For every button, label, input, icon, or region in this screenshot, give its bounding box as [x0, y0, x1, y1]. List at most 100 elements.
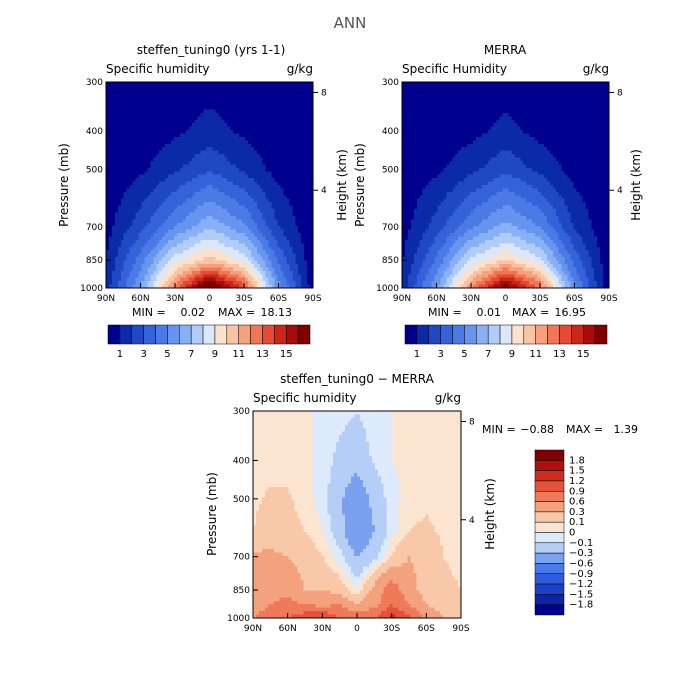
- model-field-cell: [132, 277, 137, 282]
- model-field-cell: [250, 185, 255, 190]
- model-field-cell: [132, 130, 137, 135]
- panel-model-min-label: MIN =: [132, 306, 166, 319]
- model-field-cell: [176, 219, 181, 224]
- obs-field-cell: [594, 92, 598, 97]
- model-field-cell: [150, 215, 154, 220]
- model-field-cell: [108, 215, 113, 220]
- model-field-cell: [307, 181, 311, 186]
- obs-field-cell: [573, 112, 578, 117]
- model-field-cell: [259, 198, 264, 203]
- model-field-cell: [165, 277, 169, 282]
- model-field-cell: [174, 191, 178, 196]
- model-field-cell: [233, 250, 237, 255]
- model-field-cell: [138, 160, 143, 165]
- model-field-cell: [117, 263, 122, 268]
- model-field-cell: [304, 116, 308, 121]
- model-field-cell: [209, 112, 214, 117]
- model-field-cell: [123, 263, 128, 268]
- model-field-cell: [188, 102, 193, 107]
- model-field-cell: [262, 123, 267, 128]
- model-field-cell: [224, 281, 228, 286]
- model-field-cell: [144, 106, 148, 111]
- model-field-cell: [141, 284, 146, 289]
- model-field-cell: [310, 260, 314, 265]
- model-field-cell: [265, 147, 270, 152]
- obs-field-cell: [404, 99, 409, 104]
- model-field-cell: [200, 160, 205, 165]
- model-field-cell: [247, 281, 252, 286]
- model-field-cell: [197, 112, 202, 117]
- model-field-cell: [150, 212, 154, 217]
- model-field-cell: [304, 82, 308, 87]
- model-field-cell: [295, 133, 299, 138]
- obs-field-cell: [579, 109, 583, 114]
- model-field-cell: [126, 219, 131, 224]
- model-field-cell: [236, 164, 240, 169]
- model-field-cell: [156, 157, 160, 162]
- model-field-cell: [239, 263, 243, 268]
- obs-field-cell: [573, 85, 578, 90]
- model-field-cell: [239, 123, 243, 128]
- model-field-cell: [129, 253, 134, 258]
- model-field-cell: [271, 99, 276, 104]
- model-field-cell: [197, 243, 202, 248]
- model-field-cell: [215, 112, 219, 117]
- model-ytick-label: 400: [86, 127, 103, 137]
- model-field-cell: [182, 95, 187, 100]
- obs-field-cell: [514, 102, 518, 107]
- model-field-cell: [179, 88, 184, 93]
- model-field-cell: [209, 198, 214, 203]
- model-field-cell: [230, 147, 234, 152]
- model-field-cell: [292, 92, 296, 97]
- model-field-cell: [165, 246, 169, 251]
- model-field-cell: [206, 246, 211, 251]
- model-field-cell: [165, 157, 169, 162]
- model-field-cell: [256, 243, 261, 248]
- model-field-cell: [120, 236, 125, 241]
- model-field-cell: [111, 136, 116, 141]
- model-field-cell: [153, 284, 157, 289]
- model-field-cell: [271, 140, 276, 145]
- model-field-cell: [108, 106, 113, 111]
- model-field-cell: [259, 250, 264, 255]
- model-field-cell: [106, 95, 110, 100]
- model-field-cell: [289, 133, 293, 138]
- model-field-cell: [165, 236, 169, 241]
- model-field-cell: [227, 95, 231, 100]
- model-field-cell: [227, 92, 231, 97]
- model-field-cell: [171, 274, 175, 279]
- model-field-cell: [259, 257, 264, 262]
- model-field-cell: [268, 126, 273, 131]
- obs-field-cell: [407, 85, 412, 90]
- model-field-cell: [218, 150, 222, 155]
- model-field-cell: [179, 188, 184, 193]
- model-field-cell: [301, 82, 305, 87]
- obs-field-cell: [437, 109, 442, 114]
- obs-field-cell: [407, 116, 412, 121]
- model-field-cell: [129, 281, 134, 286]
- model-field-cell: [129, 167, 134, 172]
- model-field-cell: [301, 133, 305, 138]
- model-field-cell: [126, 181, 131, 186]
- model-field-cell: [239, 267, 243, 272]
- model-field-cell: [301, 274, 305, 279]
- model-field-cell: [135, 88, 140, 93]
- model-field-cell: [153, 212, 157, 217]
- model-field-cell: [141, 253, 146, 258]
- model-field-cell: [191, 281, 196, 286]
- model-field-cell: [200, 95, 205, 100]
- model-field-cell: [233, 140, 237, 145]
- model-field-cell: [289, 267, 293, 272]
- model-field-cell: [162, 185, 166, 190]
- model-field-cell: [168, 92, 172, 97]
- model-field-cell: [262, 226, 267, 231]
- model-field-cell: [292, 157, 296, 162]
- model-field-cell: [147, 215, 151, 220]
- model-field-cell: [176, 233, 181, 238]
- model-field-cell: [274, 267, 279, 272]
- model-field-cell: [227, 171, 231, 176]
- model-field-cell: [129, 229, 134, 234]
- model-field-cell: [138, 147, 143, 152]
- model-field-cell: [168, 205, 172, 210]
- obs-field-cell: [549, 82, 554, 87]
